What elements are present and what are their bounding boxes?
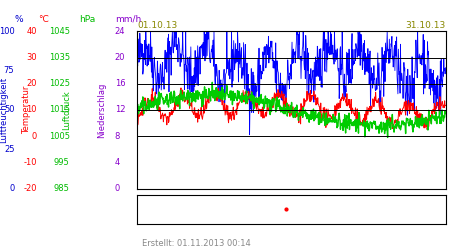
Text: 12: 12 — [115, 106, 125, 114]
Text: 16: 16 — [115, 79, 126, 88]
Point — [283, 208, 290, 212]
Text: 1015: 1015 — [49, 106, 70, 114]
Text: 995: 995 — [54, 158, 70, 167]
Text: 20: 20 — [115, 53, 125, 62]
Text: 24: 24 — [115, 27, 125, 36]
Text: 8: 8 — [115, 132, 120, 141]
Text: 20: 20 — [27, 79, 37, 88]
Text: -10: -10 — [23, 158, 37, 167]
Text: °C: °C — [38, 15, 49, 24]
Text: 1025: 1025 — [49, 79, 70, 88]
Text: 40: 40 — [27, 27, 37, 36]
Text: 30: 30 — [26, 53, 37, 62]
Text: mm/h: mm/h — [115, 15, 141, 24]
Text: 50: 50 — [4, 106, 14, 114]
Text: 01.10.13: 01.10.13 — [137, 21, 177, 30]
Text: 1045: 1045 — [49, 27, 70, 36]
Text: 25: 25 — [4, 145, 14, 154]
Text: 0: 0 — [9, 184, 14, 193]
Text: hPa: hPa — [79, 15, 95, 24]
Text: 31.10.13: 31.10.13 — [405, 21, 446, 30]
Text: 75: 75 — [4, 66, 14, 75]
Text: 1035: 1035 — [49, 53, 70, 62]
Text: 0: 0 — [115, 184, 120, 193]
Text: 0: 0 — [32, 132, 37, 141]
Text: Luftfeuchtigkeit: Luftfeuchtigkeit — [0, 77, 8, 143]
Text: 985: 985 — [54, 184, 70, 193]
Text: Temperatur: Temperatur — [22, 86, 31, 134]
Text: %: % — [14, 15, 23, 24]
Text: -20: -20 — [23, 184, 37, 193]
Text: 100: 100 — [0, 27, 14, 36]
Text: Niederschlag: Niederschlag — [97, 82, 106, 138]
Text: Luftdruck: Luftdruck — [62, 90, 71, 130]
Text: 10: 10 — [27, 106, 37, 114]
Text: Erstellt: 01.11.2013 00:14: Erstellt: 01.11.2013 00:14 — [142, 238, 251, 248]
Text: 1005: 1005 — [49, 132, 70, 141]
Text: 4: 4 — [115, 158, 120, 167]
